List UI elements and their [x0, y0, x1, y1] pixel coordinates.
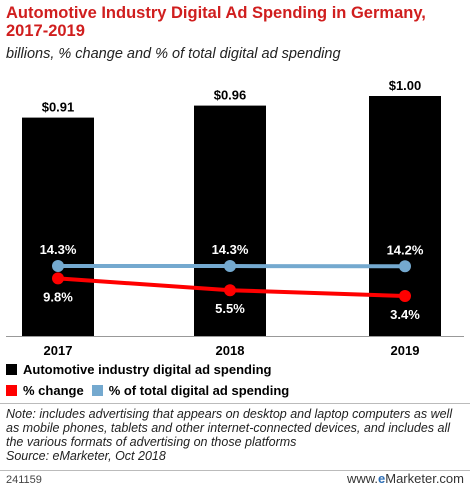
share-value-label: 14.3%: [212, 242, 249, 257]
bar-value-label: $1.00: [389, 78, 422, 93]
bar-2017: [22, 117, 94, 336]
legend-swatch-change: [6, 385, 17, 396]
legend-label-bars: Automotive industry digital ad spending: [23, 362, 272, 377]
brand-e: e: [378, 471, 386, 486]
change-point: [399, 290, 411, 302]
legend-item-bars: Automotive industry digital ad spending: [6, 362, 271, 377]
share-value-label: 14.2%: [387, 242, 424, 257]
brand-rest: Marketer.com: [385, 471, 464, 486]
change-value-label: 9.8%: [43, 289, 73, 304]
divider-top: [0, 403, 470, 404]
change-point: [52, 272, 64, 285]
legend-label-change: % change: [23, 383, 84, 398]
legend-swatch-bars: [6, 364, 17, 375]
bar-value-label: $0.91: [42, 100, 75, 115]
change-value-label: 5.5%: [215, 301, 245, 316]
divider-bottom: [0, 470, 470, 471]
share-value-label: 14.3%: [40, 242, 77, 257]
chart-subtitle: billions, % change and % of total digita…: [6, 46, 341, 62]
brand-prefix: www.: [346, 471, 379, 486]
legend-swatch-share: [91, 385, 103, 396]
change-point: [224, 284, 236, 297]
chart-title: Automotive Industry Digital Ad Spending …: [6, 4, 426, 40]
change-value-label: 3.4%: [390, 307, 420, 322]
x-tick-label: 2018: [216, 343, 245, 358]
brand-logo: www.eMarketer.com: [347, 471, 464, 486]
bar-2018: [194, 105, 266, 336]
footnote-note: Note: includes advertising that appears …: [6, 407, 453, 449]
footnote-source: Source: eMarketer, Oct 2018: [6, 449, 166, 463]
share-point: [224, 260, 236, 273]
bar-value-label: $0.96: [214, 88, 247, 103]
x-tick-label: 2019: [391, 343, 420, 358]
chart-id: 241159: [6, 474, 42, 486]
legend-row-lines: % change % of total digital ad spending: [6, 383, 289, 398]
chart-plot: $0.91 $0.96 $1.00 14.3% 14.3% 14.2% 9.8% 5.5% 3.…: [6, 78, 464, 358]
footnote: Note: includes advertising that appears …: [6, 407, 468, 463]
share-point: [52, 260, 64, 273]
legend-label-share: % of total digital ad spending: [108, 383, 290, 398]
share-point: [399, 260, 411, 273]
x-tick-label: 2017: [44, 343, 73, 358]
